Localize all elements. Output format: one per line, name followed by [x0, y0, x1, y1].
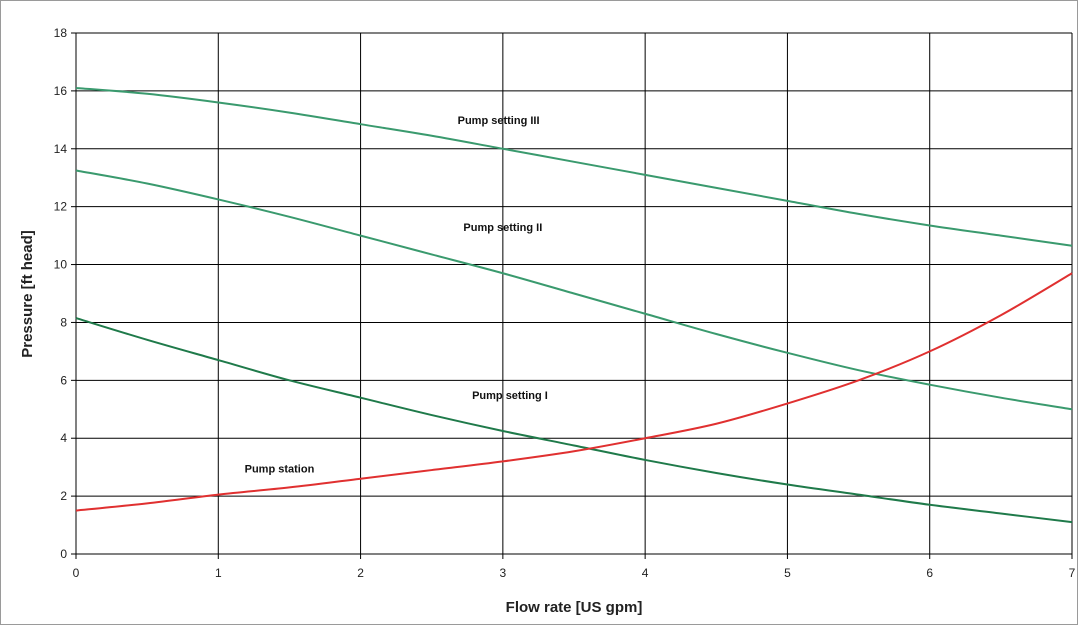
annotation-label: Pump setting I — [472, 390, 548, 402]
annotation-label: Pump station — [245, 464, 315, 476]
x-tick-label: 6 — [926, 566, 933, 580]
x-tick-label: 3 — [500, 566, 507, 580]
y-tick-label: 2 — [60, 489, 67, 503]
y-axis-label: Pressure [ft head] — [19, 230, 36, 358]
y-tick-label: 6 — [60, 373, 67, 387]
series-lines — [75, 86, 1073, 524]
x-tick-label: 4 — [642, 566, 649, 580]
y-tick-label: 18 — [54, 26, 68, 40]
x-tick-label: 5 — [784, 566, 791, 580]
y-tick-label: 16 — [54, 84, 68, 98]
annotation-label: Pump setting III — [458, 115, 540, 127]
x-tick-label: 7 — [1069, 566, 1076, 580]
x-tick-label: 1 — [215, 566, 222, 580]
series-line-pump-setting-i — [75, 317, 1073, 524]
grid — [71, 32, 1073, 559]
x-tick-label: 2 — [357, 566, 364, 580]
y-tick-label: 4 — [60, 431, 67, 445]
y-tick-label: 14 — [54, 142, 68, 156]
annotations: Pump setting III Pump setting II Pump sett… — [245, 115, 548, 476]
y-tick-label: 10 — [54, 258, 68, 272]
series-line-pump-setting-iii — [75, 86, 1073, 247]
x-tick-label: 0 — [73, 566, 80, 580]
x-axis-label: Flow rate [US gpm] — [506, 599, 643, 616]
y-tick-label: 0 — [60, 547, 67, 561]
annotation-label: Pump setting II — [463, 222, 542, 234]
series-line-pump-setting-ii — [75, 169, 1073, 411]
y-tick-label: 12 — [54, 200, 68, 214]
y-tick-label: 8 — [60, 315, 67, 329]
series-line-pump-station — [75, 272, 1073, 512]
